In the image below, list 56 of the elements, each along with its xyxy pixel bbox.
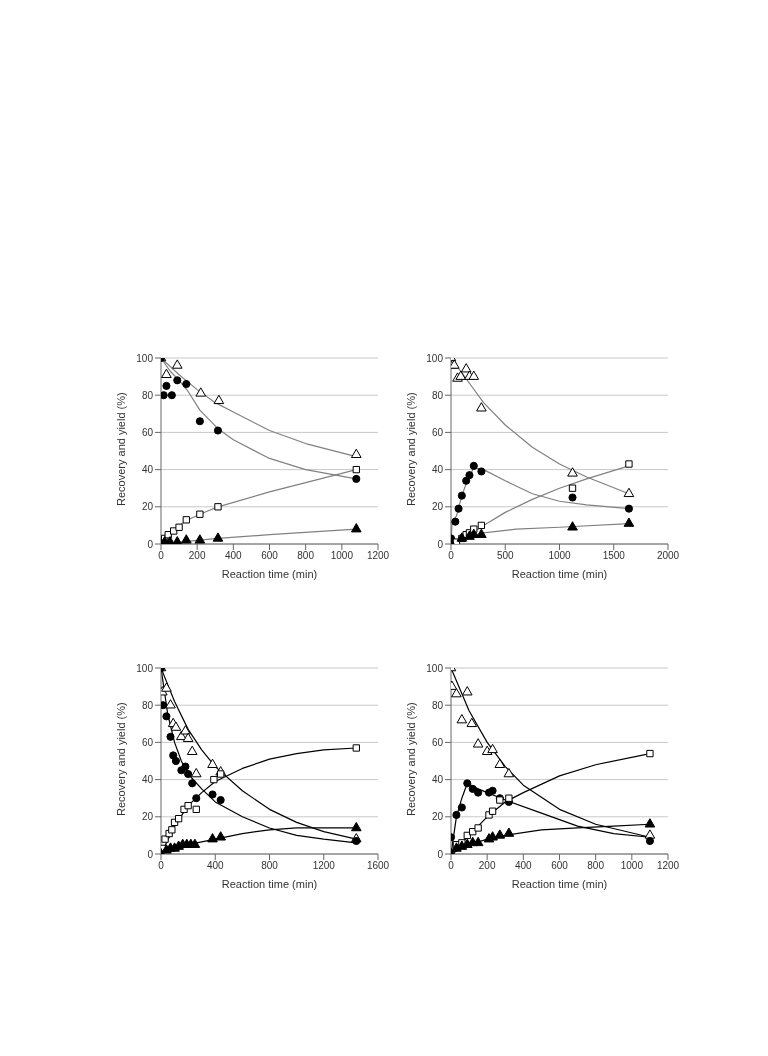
- y-axis-title: Recovery and yield (%): [404, 392, 417, 506]
- y-tick-label: 20: [141, 501, 154, 513]
- x-axis-title: Reaction time (min): [511, 568, 608, 580]
- y-tick-label: 60: [141, 736, 154, 748]
- y-tick-label: 20: [431, 811, 444, 823]
- y-tick-label: 100: [426, 662, 444, 674]
- y-tick-label: 20: [431, 501, 444, 513]
- y-tick-label: 0: [147, 848, 154, 860]
- y-tick-label: 80: [141, 699, 154, 711]
- y-tick-label: 100: [426, 352, 444, 364]
- x-tick-label: 600: [551, 860, 569, 872]
- y-tick-label: 100: [136, 662, 154, 674]
- y-axis-title: Recovery and yield (%): [114, 702, 127, 816]
- x-axis-title: Reaction time (min): [221, 568, 318, 580]
- x-tick-label: 1200: [312, 860, 336, 872]
- x-tick-label: 800: [297, 550, 315, 562]
- x-tick-label: 400: [206, 860, 225, 872]
- y-tick-label: 0: [437, 848, 444, 860]
- x-tick-label: 0: [448, 550, 455, 562]
- x-tick-label: 1000: [330, 550, 354, 562]
- y-axis-title: Recovery and yield (%): [404, 702, 417, 816]
- x-tick-label: 2000: [656, 550, 680, 562]
- y-tick-label: 0: [437, 538, 444, 550]
- x-tick-label: 1000: [620, 860, 644, 872]
- x-tick-label: 0: [448, 860, 455, 872]
- x-tick-label: 600: [261, 550, 279, 562]
- x-tick-label: 800: [261, 860, 279, 872]
- x-tick-label: 1000: [548, 550, 572, 562]
- x-tick-label: 0: [158, 550, 165, 562]
- y-tick-label: 60: [431, 426, 444, 438]
- x-axis-title: Reaction time (min): [221, 878, 318, 890]
- y-tick-label: 80: [431, 699, 444, 711]
- y-tick-label: 40: [431, 464, 444, 476]
- x-tick-label: 800: [587, 860, 605, 872]
- x-tick-label: 1500: [602, 550, 626, 562]
- x-tick-label: 500: [496, 550, 515, 562]
- x-tick-label: 0: [158, 860, 165, 872]
- y-tick-label: 0: [147, 538, 154, 550]
- y-tick-label: 80: [141, 389, 154, 401]
- y-tick-label: 100: [136, 352, 154, 364]
- y-tick-label: 40: [141, 464, 154, 476]
- y-axis-title: Recovery and yield (%): [114, 392, 127, 506]
- y-tick-label: 40: [431, 774, 444, 786]
- x-tick-label: 400: [514, 860, 533, 872]
- x-tick-label: 200: [478, 860, 496, 872]
- y-tick-label: 20: [141, 811, 154, 823]
- x-tick-label: 1200: [656, 860, 680, 872]
- x-tick-label: 1600: [366, 860, 390, 872]
- x-axis-title: Reaction time (min): [511, 878, 608, 890]
- x-tick-label: 400: [224, 550, 243, 562]
- y-tick-label: 40: [141, 774, 154, 786]
- y-tick-label: 60: [431, 736, 444, 748]
- y-tick-label: 80: [431, 389, 444, 401]
- x-tick-label: 200: [188, 550, 206, 562]
- y-tick-label: 60: [141, 426, 154, 438]
- x-tick-label: 1200: [366, 550, 390, 562]
